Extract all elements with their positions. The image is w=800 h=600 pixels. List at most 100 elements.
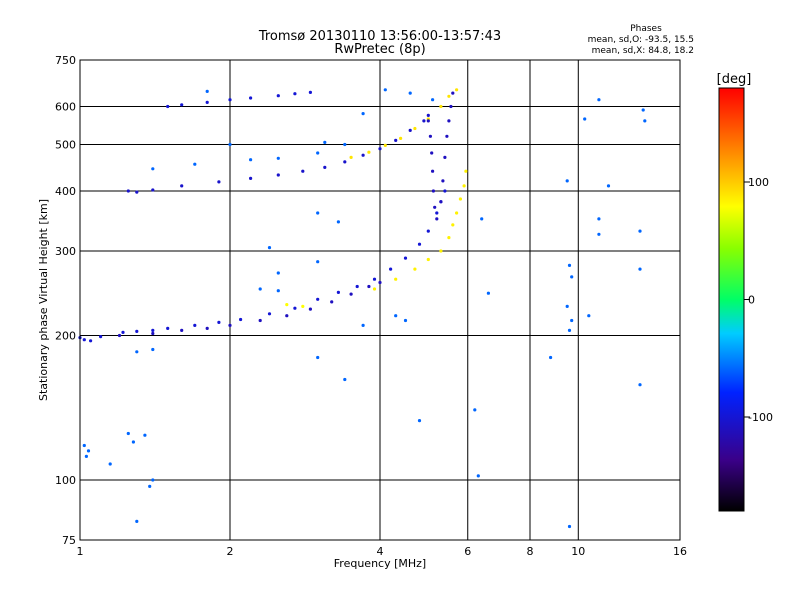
- stats-o: mean, sd,O: -93.5, 15.5: [588, 35, 694, 45]
- data-point: [583, 117, 587, 121]
- data-point: [276, 289, 280, 293]
- data-point: [228, 323, 232, 327]
- data-point: [378, 280, 382, 285]
- data-point: [439, 249, 443, 253]
- data-point: [403, 256, 408, 260]
- colorbar-tick-label: 100: [748, 176, 769, 189]
- data-point: [336, 220, 340, 224]
- x-tick-label: 2: [227, 545, 234, 558]
- y-tick-label: 300: [55, 245, 76, 258]
- data-point: [480, 217, 484, 221]
- data-point: [301, 169, 305, 173]
- data-point: [293, 92, 297, 96]
- chart-title: Tromsø 20130110 13:56:00-13:57:43: [258, 29, 501, 44]
- data-point: [587, 314, 591, 318]
- data-point: [258, 318, 262, 323]
- data-point: [143, 433, 147, 437]
- x-tick-label: 8: [527, 545, 534, 558]
- data-point: [151, 328, 155, 332]
- data-point: [431, 189, 435, 193]
- data-point: [441, 179, 445, 183]
- data-points: [78, 88, 647, 529]
- data-point: [439, 104, 443, 109]
- data-point: [426, 229, 430, 233]
- data-point: [343, 377, 347, 382]
- x-axis-label: Frequency [MHz]: [334, 557, 426, 570]
- plot-frame: [79, 59, 681, 541]
- x-tick-label: 1: [77, 545, 84, 558]
- data-point: [249, 158, 253, 162]
- data-point: [285, 303, 289, 307]
- data-point: [367, 150, 371, 154]
- x-ticks: 1 2 4 6 8 10 16: [77, 545, 688, 558]
- data-point: [308, 90, 312, 94]
- data-point: [151, 188, 155, 192]
- data-point: [476, 474, 480, 478]
- colorbar: [718, 87, 745, 512]
- y-tick-label: 100: [55, 474, 76, 487]
- colorbar-tick-label: -100: [748, 411, 773, 424]
- data-point: [343, 142, 347, 147]
- stats-heading: Phases: [630, 24, 662, 34]
- data-point: [451, 223, 455, 227]
- data-point: [135, 329, 139, 333]
- data-point: [565, 179, 569, 183]
- data-point: [258, 287, 262, 291]
- data-point: [435, 217, 439, 221]
- data-point: [361, 153, 365, 157]
- data-point: [383, 88, 387, 92]
- data-point: [426, 257, 430, 262]
- data-point: [486, 291, 490, 295]
- data-point: [276, 173, 280, 177]
- data-point: [316, 355, 320, 360]
- data-point: [403, 318, 408, 323]
- data-point: [431, 169, 435, 173]
- x-tick-label: 4: [377, 545, 384, 558]
- data-point: [458, 197, 462, 201]
- data-point: [267, 246, 272, 250]
- data-point: [276, 94, 280, 98]
- data-point: [408, 128, 412, 132]
- data-point: [567, 263, 572, 267]
- y-tick-label: 400: [55, 185, 76, 198]
- data-point: [135, 350, 139, 354]
- data-point: [316, 211, 320, 215]
- data-point: [570, 318, 574, 323]
- data-point: [439, 200, 443, 204]
- data-point: [276, 271, 280, 275]
- data-point: [447, 94, 451, 98]
- data-point: [117, 333, 122, 338]
- data-point: [367, 284, 371, 289]
- data-point: [597, 217, 601, 221]
- data-point: [570, 275, 574, 279]
- data-point: [228, 98, 232, 102]
- colorbar-ticks: 100 0 -100: [744, 176, 773, 424]
- data-point: [431, 98, 435, 102]
- data-point: [121, 330, 125, 334]
- data-point: [180, 328, 184, 332]
- chart-subtitle: RwPretec (8p): [334, 42, 425, 57]
- data-point: [447, 236, 451, 240]
- data-point: [451, 91, 455, 95]
- grid: [79, 59, 681, 541]
- data-point: [249, 176, 253, 180]
- data-point: [383, 143, 387, 147]
- data-point: [643, 119, 647, 123]
- data-point: [464, 169, 468, 173]
- x-tick-label: 10: [571, 545, 585, 558]
- data-point: [473, 408, 477, 412]
- data-point: [349, 292, 353, 296]
- data-point: [361, 112, 365, 116]
- data-point: [349, 155, 353, 159]
- data-point: [84, 454, 88, 458]
- data-point: [641, 108, 645, 112]
- data-point: [301, 304, 305, 308]
- data-point: [323, 140, 327, 144]
- data-point: [239, 317, 243, 322]
- y-tick-label: 600: [55, 101, 76, 114]
- data-point: [394, 138, 398, 142]
- data-point: [217, 180, 221, 184]
- data-point: [126, 189, 130, 193]
- data-point: [330, 300, 334, 304]
